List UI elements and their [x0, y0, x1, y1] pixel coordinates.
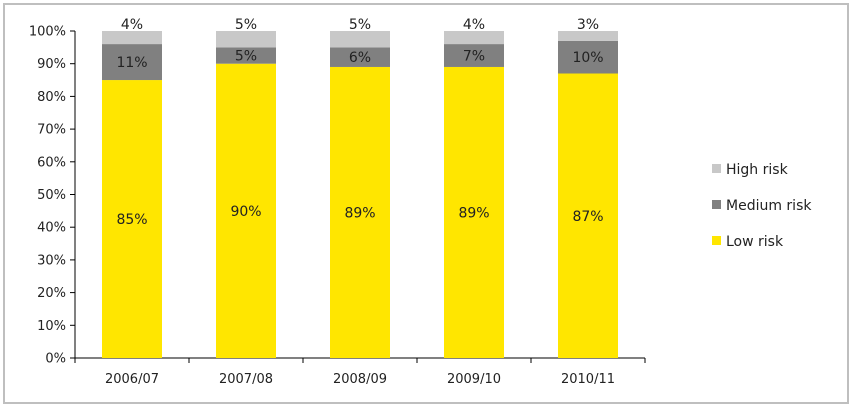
bar-segment	[558, 73, 618, 358]
data-labels: 85% 11% 4% 90% 5% 5% 89% 6% 5% 89% 7% 4% 87% 10% 3%	[116, 17, 603, 228]
legend-swatch	[712, 236, 721, 245]
data-label: 85%	[116, 212, 147, 228]
x-tick-label: 2009/10	[447, 372, 501, 387]
legend: High risk Medium risk Low risk	[712, 162, 812, 250]
x-tick-label: 2010/11	[561, 372, 615, 387]
y-tick-label: 90%	[37, 57, 66, 72]
legend-label: High risk	[726, 162, 789, 178]
bar-segment	[102, 44, 162, 81]
y-tick-label: 30%	[37, 253, 66, 268]
y-tick-label: 0%	[45, 352, 66, 367]
legend-swatch	[712, 164, 721, 173]
data-label: 5%	[235, 17, 257, 33]
bar-segment	[330, 31, 390, 48]
bar-segment	[102, 31, 162, 45]
data-label: 4%	[463, 17, 485, 33]
data-label: 87%	[572, 209, 603, 225]
bar-segment	[444, 31, 504, 45]
bar-segment	[558, 31, 618, 41]
data-label: 6%	[349, 50, 371, 66]
y-tick-label: 10%	[37, 319, 66, 334]
y-tick-label: 80%	[37, 90, 66, 105]
bar-segment	[330, 47, 390, 67]
data-label: 7%	[463, 49, 485, 65]
y-tick-label: 40%	[37, 221, 66, 236]
data-label: 89%	[458, 205, 489, 221]
bar-segment	[216, 47, 276, 64]
bar-segment	[558, 40, 618, 74]
data-label: 11%	[116, 55, 147, 71]
axes: 0% 10% 20% 30% 40% 50% 60% 70% 80% 90% 100% 2006/07…	[29, 25, 646, 387]
legend-swatch	[712, 200, 721, 209]
bar-segment	[444, 44, 504, 67]
y-tick-label: 20%	[37, 286, 66, 301]
x-tick-label: 2006/07	[105, 372, 159, 387]
legend-label: Low risk	[726, 234, 784, 250]
legend-label: Medium risk	[726, 198, 812, 214]
data-label: 4%	[121, 17, 143, 33]
data-label: 10%	[572, 50, 603, 66]
y-tick-label: 60%	[37, 155, 66, 170]
bars	[102, 31, 618, 359]
bar-segment	[102, 80, 162, 359]
bar-segment	[216, 63, 276, 358]
x-tick-label: 2008/09	[333, 372, 387, 387]
bar-segment	[444, 66, 504, 358]
data-label: 89%	[344, 205, 375, 221]
y-tick-label: 70%	[37, 123, 66, 138]
data-label: 5%	[235, 49, 257, 65]
data-label: 90%	[230, 204, 261, 220]
x-tick-label: 2007/08	[219, 372, 273, 387]
bar-segment	[330, 66, 390, 358]
y-tick-label: 50%	[37, 188, 66, 203]
y-tick-label: 100%	[29, 25, 66, 40]
data-label: 5%	[349, 17, 371, 33]
data-label: 3%	[577, 17, 599, 33]
bar-segment	[216, 31, 276, 48]
